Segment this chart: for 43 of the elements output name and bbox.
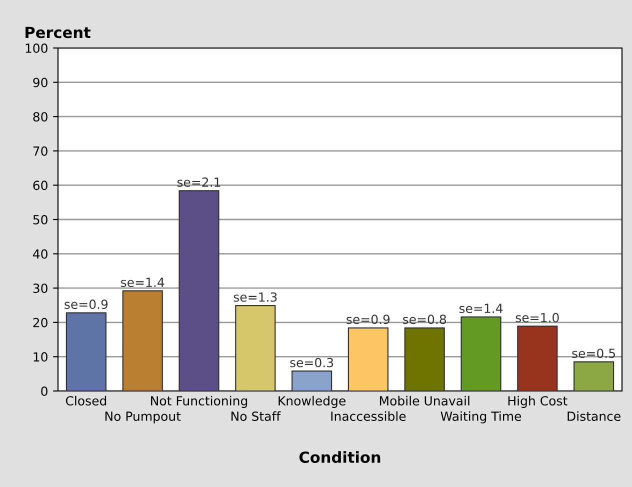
bar [348, 327, 388, 391]
annotation: se=1.0 [516, 312, 559, 322]
bar [574, 361, 614, 391]
x-axis-title: Condition [299, 451, 380, 463]
y-tick-label: 10 [34, 352, 48, 362]
bar [292, 370, 332, 391]
x-tick-label: Distance [568, 411, 620, 421]
annotation: se=0.8 [403, 314, 446, 324]
x-tick-label: No Pumpout [105, 412, 181, 424]
bar [460, 316, 502, 391]
y-tick-label: 50 [33, 214, 48, 224]
bar [404, 327, 445, 391]
y-tick-label: 0 [41, 386, 48, 396]
annotation: se=2.1 [177, 177, 220, 187]
x-tick-label: Not Functioning [151, 396, 248, 408]
y-tick-label: 20 [33, 318, 48, 328]
y-tick-label: 30 [33, 284, 48, 294]
y-tick-label: 70 [33, 146, 48, 156]
annotation: se=1.3 [234, 292, 277, 302]
bar [122, 290, 163, 391]
y-tick-label: 90 [33, 78, 48, 88]
y-tick-label: 60 [33, 180, 48, 190]
bar [235, 305, 276, 391]
annotation: se=0.3 [290, 358, 334, 368]
bar [66, 312, 106, 391]
y-tick-label: 80 [33, 112, 48, 122]
bar [517, 326, 558, 391]
bar [178, 190, 220, 391]
x-tick-label: Closed [66, 396, 106, 406]
annotation: se=0.5 [572, 348, 615, 358]
x-tick-label: No Staff [231, 411, 281, 421]
annotation: se=0.9 [64, 300, 108, 309]
x-tick-label: Inaccessible [331, 411, 406, 421]
y-tick-label: 100 [26, 43, 48, 53]
x-tick-label: Mobile Unavail [380, 396, 470, 406]
x-tick-label: Knowledge [278, 396, 346, 408]
x-tick-label: High Cost [508, 396, 568, 408]
y-tick-label: 40 [32, 249, 48, 259]
y-axis-title: Percent [26, 26, 90, 38]
annotation: se=0.9 [346, 314, 390, 324]
x-tick-label: Waiting Time [440, 411, 522, 424]
annotation: se=1.4 [121, 278, 164, 288]
annotation: se=1.4 [459, 304, 503, 314]
